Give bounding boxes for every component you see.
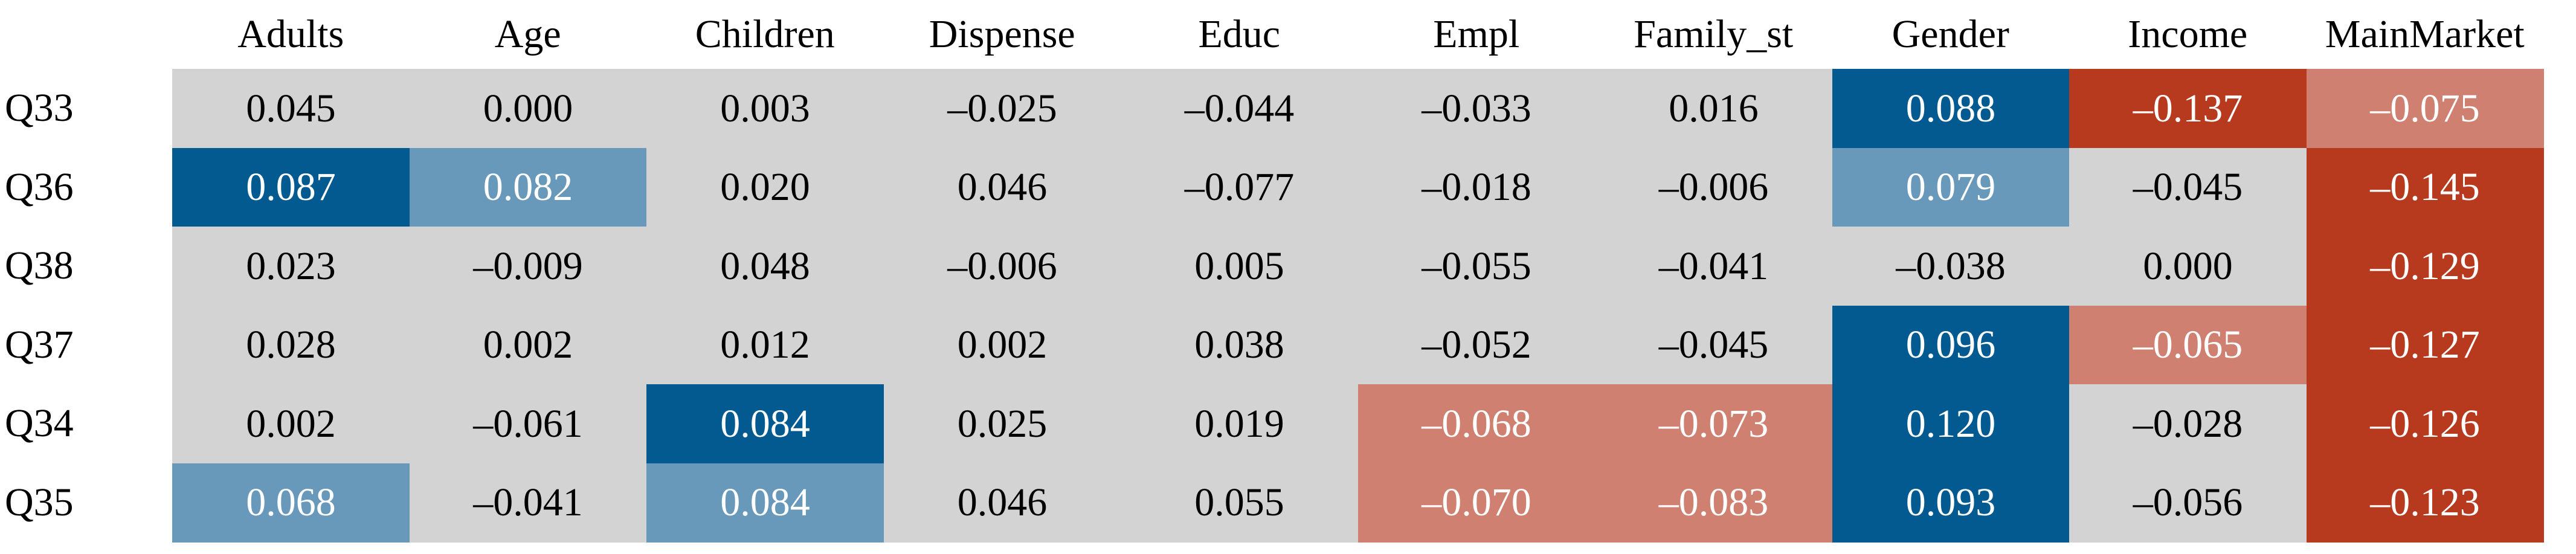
cell: 0.084: [646, 384, 884, 463]
column-header: Income: [2128, 12, 2248, 56]
column-header: Gender: [1892, 12, 2009, 56]
column-header: Adults: [237, 12, 344, 56]
cell: 0.020: [646, 147, 884, 227]
cell: –0.145: [2306, 147, 2544, 227]
cell: –0.075: [2306, 69, 2544, 148]
column-header: Family_st: [1634, 12, 1794, 56]
cell: –0.073: [1595, 384, 1832, 463]
cell: –0.056: [2069, 463, 2307, 543]
cell: 0.002: [883, 305, 1121, 385]
cell: –0.006: [1595, 147, 1832, 227]
cell: –0.009: [409, 227, 647, 306]
row-label: Q37: [5, 322, 74, 367]
cell: 0.012: [646, 305, 884, 385]
cell: 0.088: [1832, 69, 2070, 148]
cell: 0.120: [1832, 384, 2070, 463]
cell: 0.016: [1595, 69, 1832, 148]
cell: 0.055: [1121, 463, 1358, 543]
cell: 0.087: [172, 147, 410, 227]
cell: –0.052: [1357, 305, 1596, 385]
cell: 0.079: [1832, 147, 2070, 227]
cell: 0.084: [646, 463, 884, 543]
cell: –0.061: [409, 384, 647, 463]
cell: 0.002: [409, 305, 647, 385]
column-header: Age: [494, 12, 561, 56]
cell: 0.023: [172, 227, 410, 306]
cell: –0.065: [2069, 305, 2307, 385]
cell: 0.046: [883, 147, 1121, 227]
cell: –0.126: [2306, 384, 2544, 463]
column-header: Children: [695, 12, 835, 56]
cell: –0.028: [2069, 384, 2307, 463]
cell: –0.033: [1357, 69, 1596, 148]
cell: –0.041: [1595, 227, 1832, 306]
cell: –0.129: [2306, 227, 2544, 306]
column-header: Dispense: [929, 12, 1075, 56]
cell: 0.093: [1832, 463, 2070, 543]
cell: –0.068: [1357, 384, 1596, 463]
column-header: MainMarket: [2325, 12, 2525, 56]
row-label: Q35: [5, 480, 74, 524]
column-header: Educ: [1198, 12, 1281, 56]
cell: –0.077: [1121, 147, 1358, 227]
cell: –0.045: [1595, 305, 1832, 385]
cell: –0.025: [883, 69, 1121, 148]
cell: –0.123: [2306, 463, 2544, 543]
cell: 0.025: [883, 384, 1121, 463]
cell: –0.055: [1357, 227, 1596, 306]
cell: 0.005: [1121, 227, 1358, 306]
cell: –0.044: [1121, 69, 1358, 148]
cell: 0.003: [646, 69, 884, 148]
cell: 0.000: [409, 69, 647, 148]
row-label: Q38: [5, 243, 74, 288]
row-label: Q36: [5, 164, 74, 209]
cell: –0.137: [2069, 69, 2307, 148]
cell: –0.127: [2306, 305, 2544, 385]
cell: 0.082: [409, 147, 647, 227]
cell: 0.096: [1832, 305, 2070, 385]
column-header: Empl: [1433, 12, 1520, 56]
cell: –0.041: [409, 463, 647, 543]
cell: 0.068: [172, 463, 410, 543]
cell: –0.006: [883, 227, 1121, 306]
cell: –0.038: [1832, 227, 2070, 306]
row-label: Q33: [5, 86, 74, 130]
cell: 0.028: [172, 305, 410, 385]
cell: –0.018: [1357, 147, 1596, 227]
cell: –0.070: [1357, 463, 1596, 543]
cell: 0.000: [2069, 227, 2307, 306]
cell: –0.083: [1595, 463, 1832, 543]
row-label: Q34: [5, 401, 74, 446]
cell: –0.045: [2069, 147, 2307, 227]
cell: 0.045: [172, 69, 410, 148]
cell: 0.038: [1121, 305, 1358, 385]
cell: 0.002: [172, 384, 410, 463]
cell: 0.046: [883, 463, 1121, 543]
cell: 0.019: [1121, 384, 1358, 463]
cell: 0.048: [646, 227, 884, 306]
